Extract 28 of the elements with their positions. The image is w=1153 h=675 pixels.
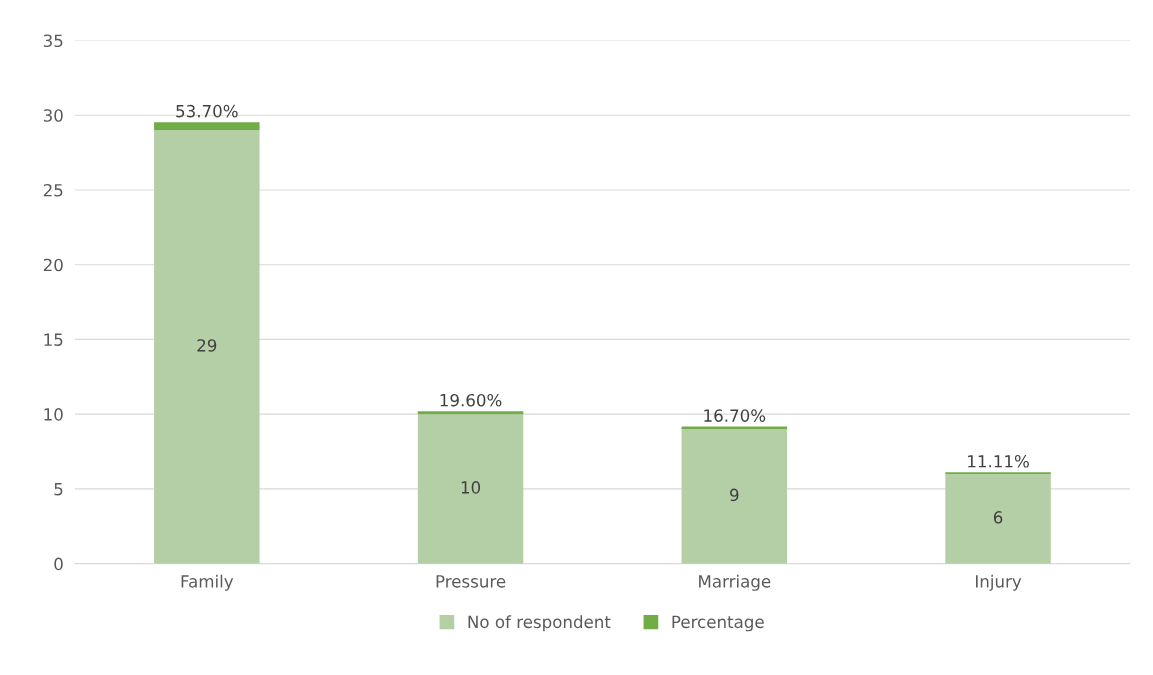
bar (417, 411, 524, 415)
data-label: 29 (197, 339, 217, 352)
y-tick-label: 30 (43, 109, 63, 122)
data-label: 10 (461, 481, 481, 494)
y-tick-label: 20 (43, 258, 63, 272)
x-tick-label: Family (181, 574, 234, 591)
x-tick-label: Marriage (699, 574, 771, 591)
x-tick-label: Injury (976, 574, 1022, 591)
data-label: 9 (730, 488, 739, 502)
legend-label: No of respondent (468, 615, 611, 632)
data-label: 6 (993, 511, 1003, 524)
data-label: 16.70% (704, 409, 766, 422)
bar (154, 122, 260, 131)
data-label: 11.11% (968, 454, 1029, 468)
bar (417, 414, 524, 564)
y-tick-label: 15 (44, 333, 63, 346)
bar (945, 473, 1051, 564)
data-label: 19.60% (440, 393, 502, 407)
data-label: 53.70% (176, 104, 238, 118)
y-tick-label: 35 (43, 34, 63, 48)
y-tick-label: 0 (54, 557, 63, 571)
bar (154, 130, 260, 564)
y-tick-label: 5 (54, 483, 63, 496)
legend-label: Percentage (672, 615, 764, 632)
bar (681, 429, 788, 564)
x-tick-label: Pressure (436, 575, 506, 588)
y-tick-label: 25 (43, 183, 63, 197)
y-tick-label: 10 (44, 408, 63, 421)
